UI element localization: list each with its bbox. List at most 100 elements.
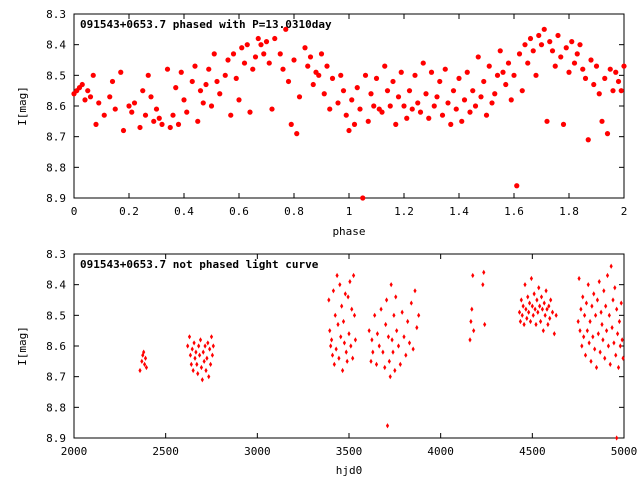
x-tick-label: 0 (71, 205, 78, 218)
data-point (330, 352, 335, 358)
data-point (532, 291, 536, 297)
data-point (517, 309, 522, 315)
data-point (305, 63, 311, 69)
data-point (255, 35, 261, 42)
plot-title: 091543+0653.7 phased with P=13.0310day (80, 18, 332, 31)
data-point (511, 72, 517, 78)
data-point (173, 85, 179, 91)
data-point (385, 423, 390, 429)
y-tick-label: 8.4 (46, 279, 66, 292)
data-point (587, 340, 591, 346)
data-point (120, 127, 127, 134)
data-point (523, 282, 527, 288)
data-point (341, 318, 346, 325)
data-point (582, 334, 586, 340)
data-point (525, 60, 531, 66)
data-point (373, 312, 377, 318)
data-point (329, 337, 334, 343)
data-point (585, 328, 589, 334)
data-point (107, 94, 113, 100)
data-point (192, 340, 196, 346)
data-point (338, 282, 342, 288)
data-point (519, 88, 525, 94)
data-point (371, 103, 377, 109)
data-point (571, 60, 578, 66)
data-point (370, 337, 374, 343)
data-point (448, 121, 454, 127)
data-point (269, 106, 275, 112)
data-point (252, 54, 259, 60)
data-point (603, 355, 607, 361)
data-point (101, 112, 107, 118)
data-point (387, 103, 393, 109)
data-point (350, 306, 354, 312)
data-point (615, 331, 620, 337)
data-point (343, 291, 347, 297)
data-point (541, 328, 545, 334)
data-point (333, 312, 337, 318)
x-tick-label: 1.8 (559, 205, 579, 218)
data-point (118, 69, 124, 75)
x-tick-label: 3000 (244, 445, 271, 458)
y-tick-label: 8.9 (46, 192, 66, 205)
data-point (527, 309, 531, 315)
data-point (533, 306, 537, 312)
data-point (214, 78, 220, 85)
data-point (456, 75, 462, 81)
data-point (211, 51, 217, 57)
data-point (525, 315, 529, 321)
data-point (336, 321, 340, 328)
data-point (203, 343, 207, 349)
data-point (599, 309, 603, 315)
data-point (294, 131, 300, 137)
data-point (327, 106, 333, 112)
data-point (566, 69, 572, 75)
data-point (613, 285, 617, 291)
data-point (377, 343, 381, 349)
x-tick-label: 2 (621, 205, 628, 218)
data-point (434, 94, 440, 100)
data-point (597, 279, 601, 285)
data-point (589, 358, 593, 364)
data-point (217, 91, 223, 97)
data-point (593, 312, 598, 318)
data-point (368, 91, 374, 97)
data-point (417, 312, 421, 318)
data-point (379, 109, 385, 115)
data-point (500, 69, 506, 75)
y-tick-label: 8.3 (46, 248, 66, 261)
data-point (335, 272, 339, 279)
data-point (505, 60, 512, 66)
data-point (343, 112, 349, 118)
data-point (112, 106, 118, 112)
data-point (552, 63, 558, 69)
data-point (591, 81, 597, 88)
data-point (591, 334, 595, 340)
data-point (482, 269, 486, 275)
x-axis-title: phase (332, 225, 365, 238)
data-point (129, 109, 135, 115)
data-point (404, 352, 408, 358)
x-tick-label: 1.4 (449, 205, 469, 218)
data-point (593, 346, 597, 352)
data-point (142, 361, 147, 367)
data-point (497, 48, 503, 54)
data-point (222, 72, 228, 78)
data-point (481, 282, 485, 288)
data-point (143, 355, 148, 361)
data-point (280, 66, 286, 72)
data-point (469, 318, 473, 325)
data-point (538, 42, 545, 48)
data-point (522, 321, 526, 328)
data-point (131, 100, 138, 106)
x-tick-label: 1.2 (394, 205, 414, 218)
data-points (71, 26, 627, 201)
data-point (541, 26, 547, 32)
data-point (526, 294, 530, 300)
data-point (340, 88, 347, 94)
data-point (126, 103, 132, 109)
data-point (580, 66, 586, 72)
y-tick-label: 8.3 (46, 8, 66, 21)
data-point (615, 435, 619, 441)
data-point (349, 343, 353, 349)
